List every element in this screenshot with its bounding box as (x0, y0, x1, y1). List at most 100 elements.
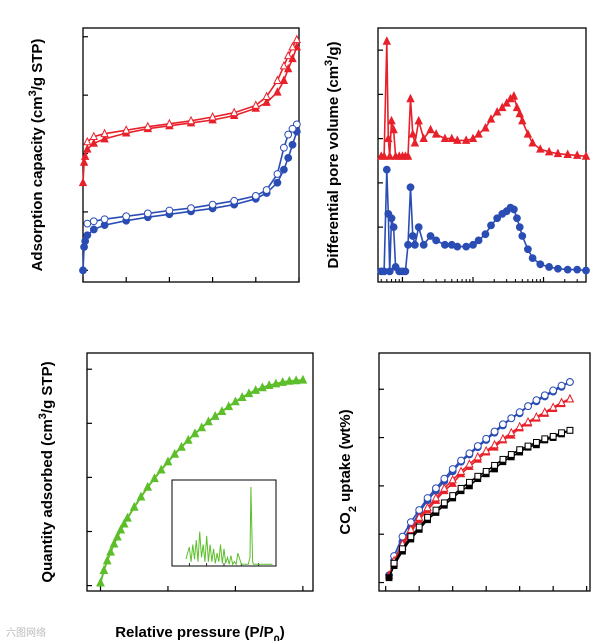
data-point (536, 144, 545, 153)
data-point (163, 456, 173, 466)
data-point (403, 151, 413, 160)
data-point (288, 41, 297, 51)
data-point (401, 267, 410, 276)
data-point (244, 388, 254, 398)
x-axis-label: Relative pressure (P/P0) (115, 624, 285, 641)
data-point (83, 144, 92, 153)
data-point (186, 115, 196, 125)
data-point (528, 138, 537, 147)
data-point (507, 451, 515, 458)
data-point (453, 242, 462, 251)
data-point (273, 75, 282, 84)
data-point (80, 151, 90, 160)
series-line (393, 429, 571, 564)
data-point (204, 416, 213, 426)
data-point (498, 433, 508, 443)
data-point (518, 232, 527, 240)
data-point (208, 112, 217, 121)
data-point (507, 414, 516, 423)
data-point (408, 129, 417, 138)
data-point (385, 151, 394, 160)
data-point (440, 474, 449, 483)
data-point (230, 196, 239, 205)
data-point (257, 382, 267, 392)
data-point (89, 131, 99, 141)
data-point (492, 107, 502, 116)
data-point (515, 421, 524, 431)
data-point (581, 151, 591, 160)
y-axis-label-part: CO (337, 512, 354, 535)
data-point (515, 108, 524, 118)
data-point (183, 434, 193, 444)
data-point (121, 125, 131, 134)
data-point (406, 93, 415, 103)
data-point (224, 401, 234, 411)
data-point (122, 212, 131, 221)
y-axis-label-part: uptake (wt%) (337, 409, 354, 506)
data-point (465, 449, 474, 458)
data-point (177, 441, 186, 451)
data-point (102, 555, 112, 565)
data-point (473, 442, 482, 450)
data-point (461, 135, 471, 144)
data-point (251, 100, 261, 109)
x-axis-label-part: 0 (274, 634, 280, 641)
data-point (557, 381, 566, 390)
data-point (549, 386, 558, 395)
data-point (143, 209, 152, 218)
data-point (523, 245, 532, 254)
data-point (399, 545, 406, 553)
y-axis-label-part: 3 (27, 90, 39, 96)
data-point (237, 392, 247, 401)
data-point (83, 231, 92, 240)
data-point (419, 240, 428, 249)
data-point (426, 232, 435, 240)
data-point (284, 130, 293, 139)
data-point (507, 427, 516, 437)
data-point (528, 254, 537, 263)
y-axis-label-part: Adsorption capacity (cm (29, 96, 46, 271)
data-point (78, 177, 88, 187)
data-point (271, 378, 281, 388)
y-axis-label: CO2 uptake (wt%) (337, 409, 359, 534)
data-point (532, 411, 541, 421)
panel-3: CO2 uptake (wt%) (337, 352, 591, 592)
data-point (566, 378, 574, 386)
data-point (262, 97, 271, 106)
data-point (468, 133, 478, 143)
watermark: 六图网络 (6, 626, 46, 639)
data-point (292, 34, 302, 44)
data-point (150, 473, 159, 483)
data-point (283, 50, 293, 60)
data-point (491, 461, 498, 469)
data-point (466, 478, 473, 486)
data-point (390, 559, 398, 567)
data-point (474, 236, 483, 245)
data-point (79, 266, 87, 275)
data-point (553, 148, 563, 158)
series-3 (83, 120, 301, 228)
data-point (557, 397, 566, 406)
panel-1: Differential pore volume (cm3/g) (323, 27, 591, 283)
data-point (170, 448, 180, 458)
data-point (532, 396, 541, 405)
data-point (548, 402, 558, 411)
data-point (474, 472, 482, 480)
data-point (533, 439, 540, 446)
y-axis-label: Adsorption capacity (cm3/g STP) (27, 39, 46, 272)
data-point (447, 133, 456, 143)
data-point (406, 524, 416, 533)
data-point (499, 420, 507, 429)
series-1 (83, 34, 302, 146)
x-axis-label-part: ) (280, 624, 285, 641)
data-point (273, 170, 282, 178)
data-point (482, 434, 491, 443)
data-point (143, 121, 153, 131)
data-point (540, 407, 549, 416)
data-point (515, 408, 524, 417)
series-1 (390, 378, 574, 560)
data-point (382, 36, 392, 45)
y-axis-label-part: /g STP) (39, 361, 56, 413)
data-point (208, 200, 217, 209)
data-point (432, 484, 440, 493)
